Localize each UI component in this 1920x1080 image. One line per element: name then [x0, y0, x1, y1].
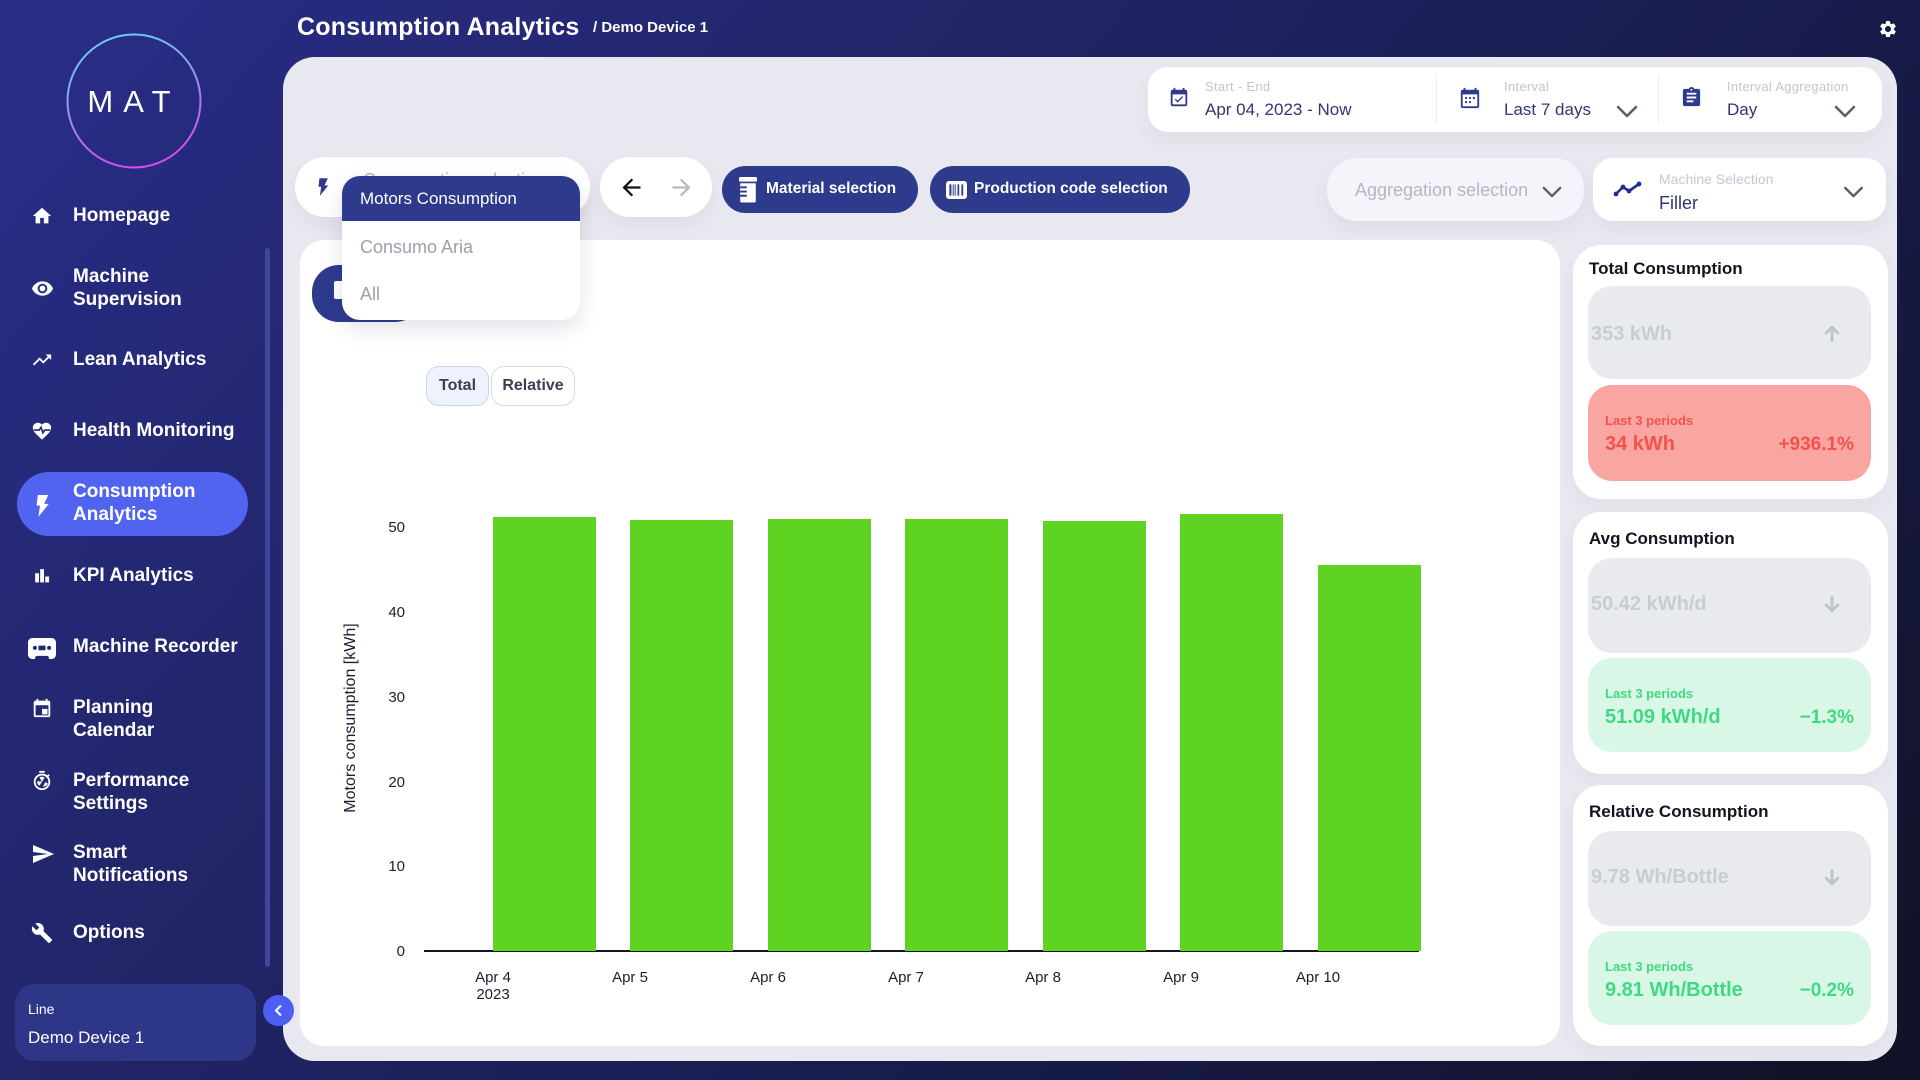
svg-text:MAT: MAT [87, 84, 180, 119]
